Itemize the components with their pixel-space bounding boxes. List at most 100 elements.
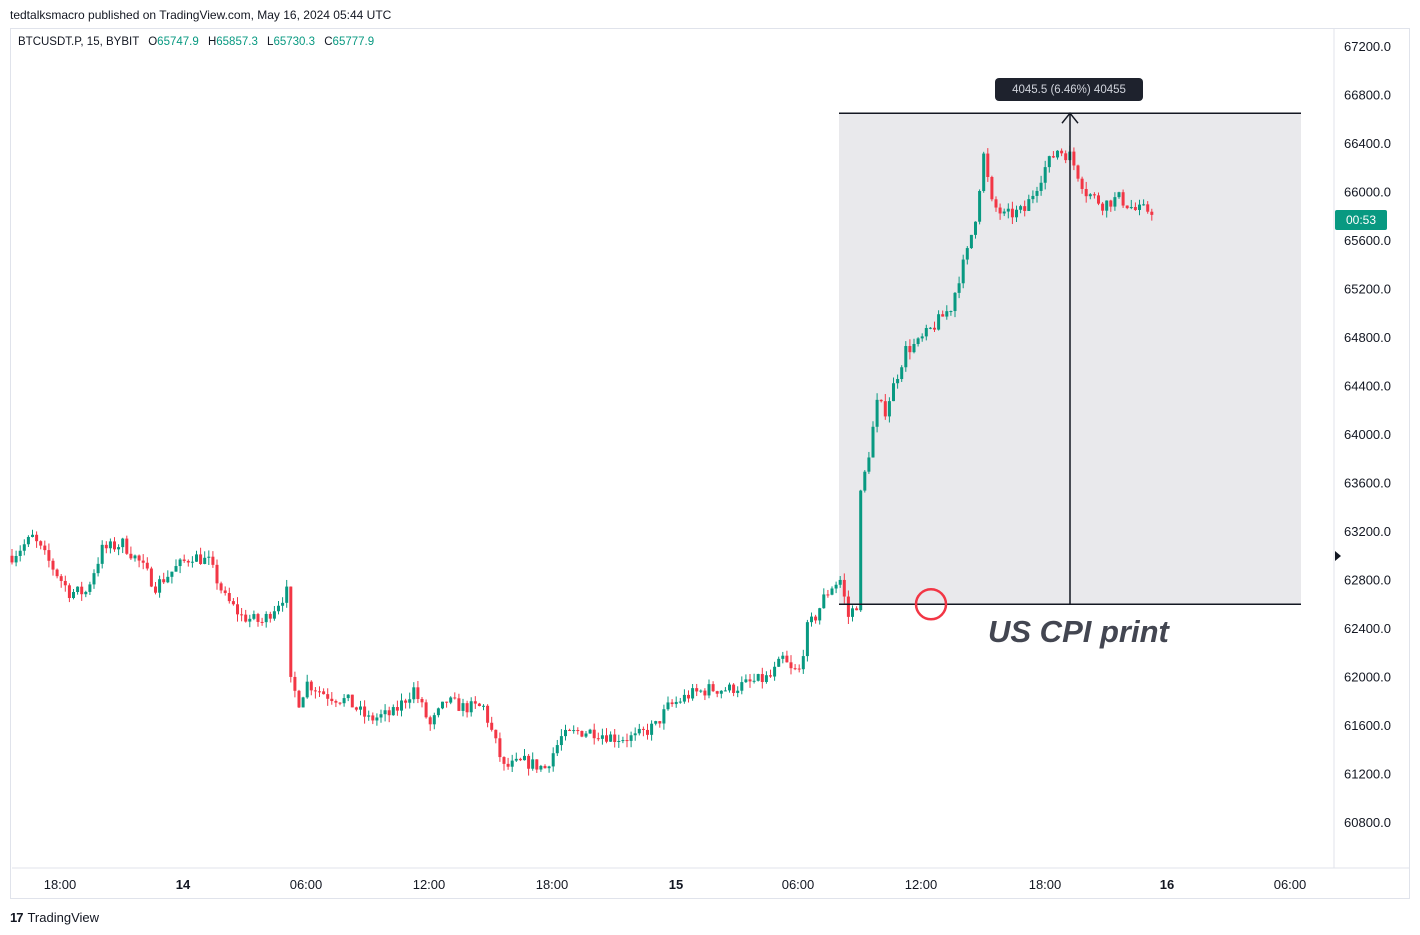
candle: [113, 537, 116, 552]
candle-body: [133, 555, 137, 559]
candle: [174, 559, 178, 572]
candle: [289, 586, 293, 683]
candle: [166, 570, 170, 584]
candle: [457, 693, 461, 712]
candle-body: [682, 694, 686, 702]
candle-body: [842, 579, 846, 597]
candle: [773, 661, 777, 681]
candle-body: [904, 346, 908, 368]
candle-body: [1138, 204, 1141, 210]
candle-body: [1035, 190, 1039, 196]
candle-body: [1097, 195, 1100, 204]
candle-body: [715, 691, 719, 694]
candle: [186, 559, 190, 567]
chart-frame[interactable]: [10, 28, 1410, 899]
candle: [912, 338, 916, 354]
candle: [219, 581, 223, 594]
candle-body: [387, 710, 391, 716]
candle: [141, 554, 145, 570]
candle: [121, 537, 125, 554]
candle: [199, 547, 203, 565]
candle: [863, 470, 867, 493]
candle: [933, 321, 936, 333]
candle: [67, 583, 71, 603]
candle: [945, 305, 949, 320]
candle-body: [223, 590, 227, 594]
candle: [432, 712, 436, 730]
candle-body: [609, 734, 613, 742]
candle-body: [26, 536, 30, 545]
candle: [941, 310, 945, 317]
candle: [695, 683, 699, 697]
candle-body: [650, 723, 654, 735]
time-axis: 18:00 14 06:00 12:00 18:00 15 06:00 12:00 18:00 1…: [12, 867, 1409, 892]
candle: [428, 715, 432, 731]
candle-body: [145, 562, 149, 569]
candle: [564, 724, 567, 741]
candle-body: [195, 554, 198, 562]
time-tick-label: 18:00: [536, 877, 569, 892]
candle-body: [957, 283, 961, 293]
caret-right-icon: [1335, 551, 1341, 561]
candle-body: [518, 758, 522, 761]
candle-body: [166, 576, 170, 583]
candle-body: [486, 705, 490, 723]
candle-body: [797, 668, 801, 670]
candle: [465, 700, 469, 718]
candle-body: [740, 682, 744, 691]
candle-body: [309, 681, 313, 691]
candle: [781, 651, 785, 664]
candle: [756, 673, 760, 682]
candle: [826, 589, 830, 598]
candle: [26, 535, 30, 547]
candle: [43, 540, 47, 555]
candle-body: [580, 730, 584, 737]
candle-body: [1019, 206, 1023, 210]
candle: [72, 588, 75, 600]
candle-body: [445, 701, 449, 703]
candle-body: [687, 694, 690, 699]
candle-body: [334, 701, 338, 703]
candle: [371, 712, 375, 725]
candle: [703, 688, 707, 701]
candle: [334, 699, 338, 708]
close-label: C: [324, 36, 333, 48]
candle: [744, 674, 748, 683]
candle-body: [420, 698, 424, 703]
candle-body: [908, 346, 912, 353]
candle-body: [584, 733, 588, 737]
candle-body: [551, 753, 555, 767]
candle-body: [937, 314, 941, 330]
candle: [92, 569, 96, 589]
candle: [605, 728, 608, 744]
candle: [1080, 176, 1084, 194]
candle-body: [871, 426, 875, 458]
candle: [551, 747, 555, 772]
candle-body: [63, 580, 67, 586]
candle: [469, 697, 473, 717]
candle-body: [428, 717, 432, 725]
candle-body: [473, 701, 477, 704]
candle-body: [1064, 153, 1068, 161]
candle-body: [916, 338, 920, 345]
candle: [924, 324, 928, 341]
candle-body: [670, 702, 674, 705]
candle: [904, 341, 908, 372]
candle: [236, 597, 239, 622]
candle-body: [1027, 199, 1031, 211]
candle: [1109, 199, 1113, 212]
candle: [408, 692, 412, 709]
candle-body: [76, 586, 80, 593]
candle-body: [186, 560, 190, 563]
candle: [1047, 155, 1051, 173]
candle: [658, 720, 662, 728]
candle: [691, 683, 695, 701]
candle: [633, 727, 637, 741]
low-value: 65730.3: [273, 36, 316, 48]
candle-body: [818, 608, 822, 621]
footer-brand[interactable]: 17 TradingView: [10, 910, 99, 925]
candle: [441, 701, 444, 710]
candle: [539, 764, 543, 772]
candle-body: [350, 694, 354, 708]
